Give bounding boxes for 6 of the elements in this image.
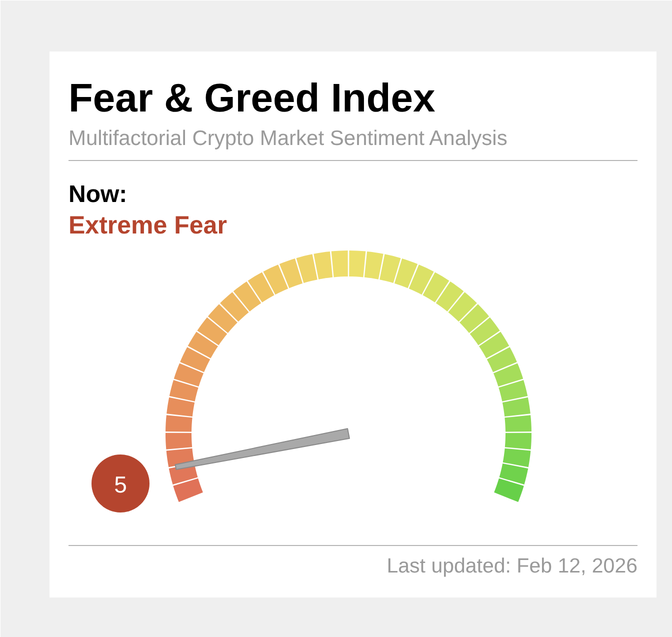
text: Extreme Fear	[68, 211, 228, 240]
text: Fear & Greed Index	[68, 76, 436, 121]
data-label: 5	[114, 472, 127, 498]
text: Now:	[68, 181, 128, 208]
text: Last updated: Feb 12, 2026	[386, 554, 638, 578]
text: Multifactorial Crypto Market Sentiment Analysis	[68, 127, 508, 150]
